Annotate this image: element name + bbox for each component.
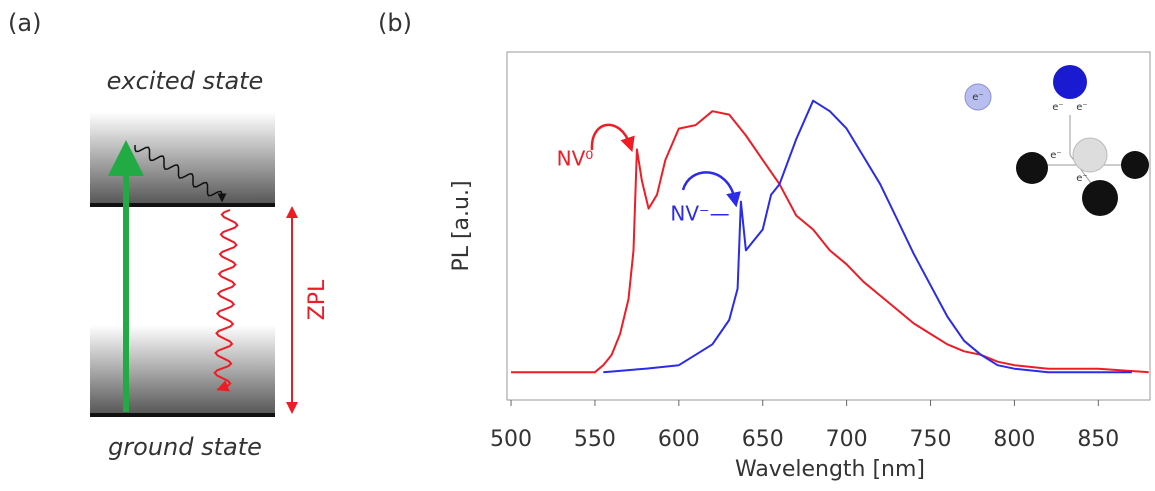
x-tick-label: 700 bbox=[826, 427, 868, 452]
relaxation-arrow bbox=[134, 145, 227, 203]
atom bbox=[1016, 152, 1048, 184]
x-tick-label: 750 bbox=[910, 427, 952, 452]
x-tick-label: 850 bbox=[1077, 427, 1119, 452]
annotation: NV⁰ bbox=[557, 147, 594, 171]
x-tick-label: 800 bbox=[993, 427, 1035, 452]
plot-frame bbox=[506, 51, 1151, 401]
annotation-arrow bbox=[590, 123, 635, 153]
electron-label: e⁻ bbox=[1052, 102, 1063, 113]
panel-label: (a) bbox=[8, 9, 41, 37]
electron-label: e⁻ bbox=[972, 92, 983, 103]
spectrum-line bbox=[603, 99, 1132, 374]
x-axis-label: Wavelength [nm] bbox=[735, 457, 925, 482]
x-tick-label: 500 bbox=[490, 427, 532, 452]
electron-label: e⁻ bbox=[1076, 173, 1087, 184]
atom bbox=[1082, 180, 1118, 216]
state-label: excited state bbox=[107, 67, 264, 95]
atom bbox=[1053, 65, 1087, 99]
atom bbox=[1072, 137, 1108, 173]
x-tick-label: 600 bbox=[658, 427, 700, 452]
annotation: NV⁻— bbox=[670, 202, 729, 226]
energy-band bbox=[90, 325, 275, 415]
panel-label: (b) bbox=[378, 9, 412, 37]
zpl-label: ZPL bbox=[305, 279, 330, 320]
y-axis-label: PL [a.u.] bbox=[449, 180, 474, 271]
energy-band bbox=[90, 112, 275, 205]
electron-label: e⁻ bbox=[1050, 150, 1061, 161]
x-tick-label: 650 bbox=[742, 427, 784, 452]
atom bbox=[1121, 151, 1149, 179]
spectrum-line bbox=[511, 110, 1149, 374]
nv-icon bbox=[964, 65, 1149, 216]
electron-label: e⁻ bbox=[1076, 102, 1087, 113]
x-tick-label: 550 bbox=[574, 427, 616, 452]
state-label: ground state bbox=[108, 433, 262, 461]
electron bbox=[964, 83, 992, 111]
annotation-arrow bbox=[681, 171, 741, 208]
emission-arrow bbox=[213, 209, 239, 392]
